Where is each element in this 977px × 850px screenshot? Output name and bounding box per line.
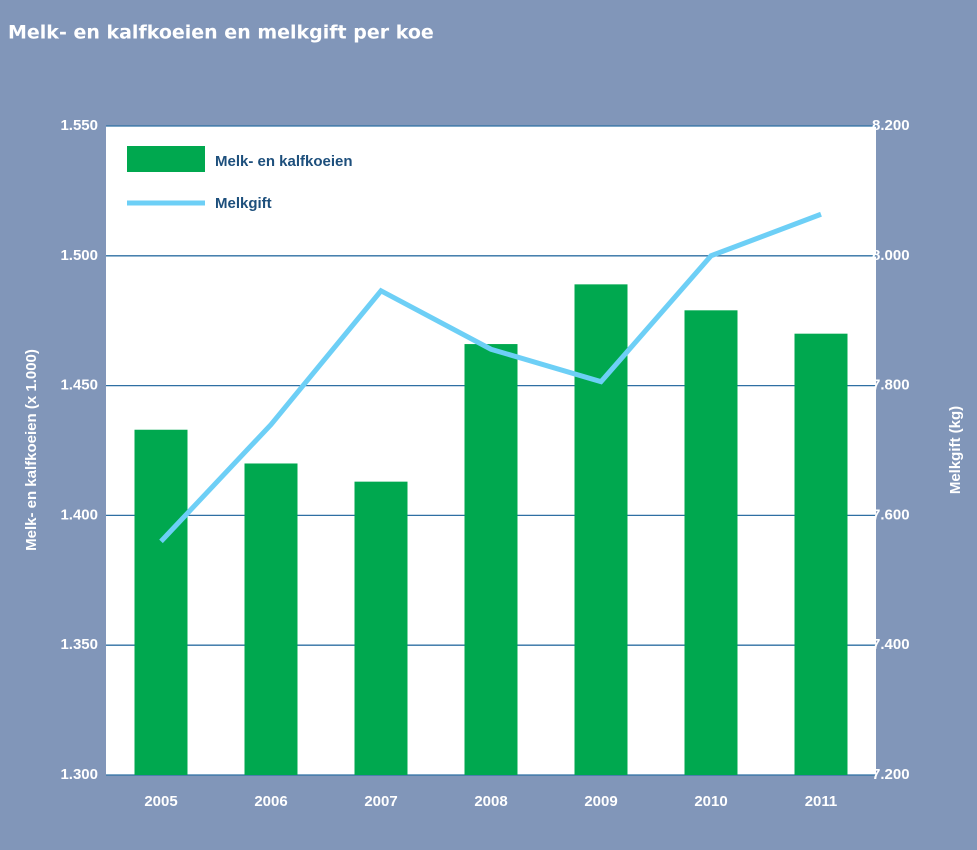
- y2-axis-title: Melkgift (kg): [947, 406, 964, 494]
- y2-tick-label: 7.400: [872, 636, 910, 653]
- x-tick-label: 2007: [364, 793, 397, 810]
- y-tick-label: 1.300: [60, 766, 98, 783]
- y2-tick-label: 7.200: [872, 766, 910, 783]
- legend-swatch: [127, 146, 205, 172]
- y2-tick-label: 7.800: [872, 377, 910, 394]
- bar: [684, 310, 738, 775]
- bar: [244, 463, 298, 775]
- x-tick-label: 2010: [694, 793, 727, 810]
- y-axis-title: Melk- en kalfkoeien (x 1.000): [23, 349, 40, 551]
- y-tick-label: 1.350: [60, 636, 98, 653]
- bar: [354, 481, 408, 775]
- y-tick-label: 1.450: [60, 377, 98, 394]
- y2-tick-label: 8.000: [872, 247, 910, 264]
- bar: [134, 429, 188, 775]
- x-tick-label: 2011: [805, 793, 838, 810]
- y-tick-label: 1.400: [60, 506, 98, 523]
- y2-tick-label: 8.200: [872, 117, 910, 134]
- legend-label: Melk- en kalfkoeien: [215, 153, 353, 170]
- y2-tick-label: 7.600: [872, 506, 910, 523]
- chart-title: Melk- en kalfkoeien en melkgift per koe: [8, 22, 434, 44]
- bar: [574, 284, 628, 775]
- line: [159, 211, 822, 544]
- bar: [794, 333, 848, 775]
- bar: [464, 344, 518, 775]
- x-tick-label: 2008: [474, 793, 507, 810]
- x-tick-label: 2006: [254, 793, 287, 810]
- x-tick-label: 2005: [144, 793, 177, 810]
- y-tick-label: 1.550: [60, 117, 98, 134]
- y-tick-label: 1.500: [60, 247, 98, 264]
- x-tick-label: 2009: [584, 793, 617, 810]
- legend-label: Melkgift: [215, 195, 272, 212]
